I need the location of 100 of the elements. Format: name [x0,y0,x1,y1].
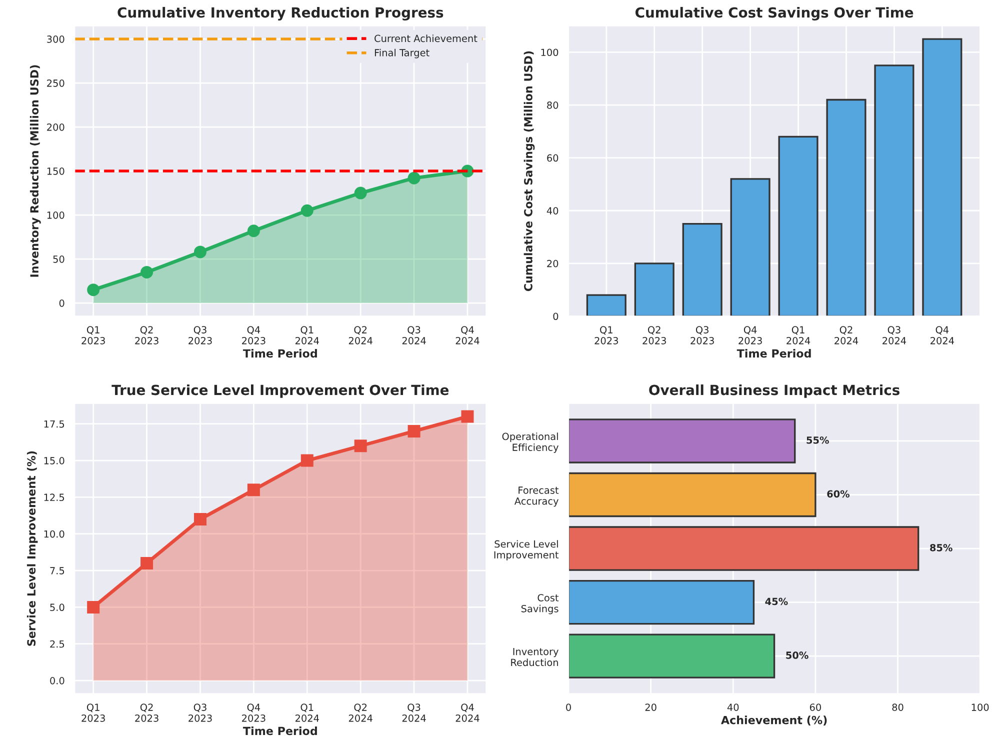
x-tick-label: 20 [645,704,656,711]
x-tick-label: Q4 2023 [738,326,762,344]
y-tick-label: 150 [47,168,64,175]
point [140,556,154,570]
point [247,224,260,238]
x-tick-label: Q3 2023 [188,326,212,344]
y-tick-label: 0.0 [50,677,64,684]
y-tick-label: 17.5 [44,420,64,428]
legend-label: Final Target [374,48,430,58]
y-tick-label: 7.5 [50,567,64,574]
data-label: 55% [806,436,829,444]
x-tick-label: Q1 2023 [594,326,618,344]
x-tick-label: Q1 2024 [786,326,810,344]
point [408,172,420,184]
x-tick-label: Q3 2024 [402,326,426,344]
x-axis-title: Achievement (%) [720,716,827,726]
x-tick-label: Q3 2023 [690,326,714,344]
y-tick-label: 300 [47,36,64,43]
point [461,410,474,423]
y-tick-label: 10.0 [44,530,64,538]
y-tick-label: Cost Savings [521,594,559,614]
point [354,186,367,200]
point [87,284,100,296]
bar [586,294,626,316]
point [140,266,154,278]
x-tick-label: 60 [810,704,821,711]
y-tick-label: 0 [59,299,64,307]
chart-title: Cumulative Inventory Reduction Progress [118,6,444,20]
x-tick-label: 80 [892,704,904,711]
x-tick-label: Q2 2024 [348,326,372,344]
y-tick-label: 2.5 [50,640,64,648]
x-tick-label: Q2 2023 [135,326,158,344]
y-tick-label: 12.5 [44,494,64,502]
y-tick-label: 5.0 [50,604,64,612]
y-tick-label: Forecast Accuracy [514,486,559,507]
point [408,424,420,438]
y-tick-label: Service Level Improvement [494,540,559,560]
legend-label: Current Achievement [374,34,478,42]
y-tick-label: 200 [47,124,64,131]
y-tick-label: 250 [47,80,64,87]
point [194,246,206,258]
point [87,600,100,614]
y-tick-label: 50 [53,256,64,263]
data-label: 45% [765,598,788,606]
y-tick-label: 0 [553,312,558,320]
y-axis-title: Inventory Reduction (Million USD) [30,65,41,277]
point [354,440,367,452]
bar [682,222,722,316]
x-tick-label: 100 [972,704,989,711]
y-tick-label: Operational Efficiency [502,432,558,453]
x-tick-label: Q3 2023 [188,704,212,722]
chart-title: Overall Business Impact Metrics [649,384,900,398]
x-tick-label: Q1 2024 [295,326,319,344]
x-tick-label: Q4 2024 [930,326,954,344]
y-tick-label: 100 [47,212,64,219]
x-tick-label: Q1 2023 [82,704,105,722]
x-tick-label: Q4 2024 [456,704,480,722]
point [300,454,314,467]
y-axis-title: Cumulative Cost Savings (Million USD) [524,51,535,292]
x-tick-label: Q4 2023 [242,326,266,344]
x-tick-label: Q1 2024 [295,704,319,722]
x-tick-label: Q1 2023 [82,326,105,344]
bar [568,526,920,571]
x-tick-label: 0 [566,704,571,711]
x-tick-label: Q2 2024 [834,326,858,344]
bar [568,418,796,464]
y-tick-label: 15.0 [44,457,64,464]
bar [568,634,776,678]
x-tick-label: 40 [727,704,739,711]
bar [826,98,866,316]
bar [730,178,770,316]
point [300,204,314,217]
bar [778,136,818,316]
y-tick-label: 80 [547,102,558,109]
x-tick-label: Q3 2024 [402,704,426,722]
chart-title: True Service Level Improvement Over Time [112,384,449,398]
y-tick-label: Inventory Reduction [511,648,558,666]
point [194,512,206,526]
x-tick-label: Q3 2024 [882,326,906,344]
y-tick-label: 100 [541,48,558,56]
y-tick-label: 20 [547,260,558,268]
x-axis-title: Time Period [243,349,317,358]
x-tick-label: Q4 2023 [242,704,266,722]
x-axis-title: Time Period [243,726,317,736]
x-tick-label: Q2 2023 [135,704,158,722]
x-axis-title: Time Period [736,349,811,358]
point [247,484,260,496]
bar [922,38,962,316]
x-tick-label: Q2 2024 [348,704,372,722]
chart-title: Cumulative Cost Savings Over Time [635,6,914,20]
data-label: 85% [930,544,952,552]
bar [568,472,816,518]
bar [568,580,755,625]
bar [634,262,674,316]
x-tick-label: Q4 2024 [456,326,480,344]
y-tick-label: 60 [547,154,558,162]
data-label: 50% [786,652,808,659]
y-tick-label: 40 [546,207,558,214]
x-tick-label: Q2 2023 [642,326,666,344]
data-label: 60% [827,490,850,498]
